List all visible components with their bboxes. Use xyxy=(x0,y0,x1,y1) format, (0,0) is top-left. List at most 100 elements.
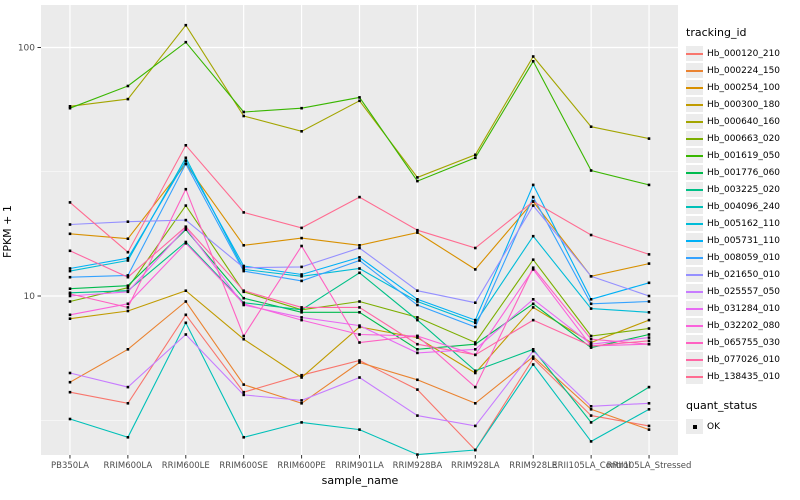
legend-key-swatch xyxy=(686,165,703,180)
data-point xyxy=(531,195,535,199)
data-point xyxy=(589,275,593,278)
data-point xyxy=(126,284,130,287)
data-point xyxy=(589,421,593,424)
data-point xyxy=(68,371,72,375)
data-point xyxy=(126,402,130,405)
data-point xyxy=(300,130,303,133)
data-point xyxy=(126,259,130,262)
data-point xyxy=(358,311,361,314)
data-point xyxy=(184,289,188,292)
data-point xyxy=(358,324,361,327)
data-point xyxy=(68,275,72,279)
data-point xyxy=(531,357,535,360)
data-point xyxy=(184,144,188,147)
data-point xyxy=(589,414,593,417)
legend-item-label: Hb_000120_210 xyxy=(707,48,781,59)
data-point xyxy=(358,359,361,362)
data-point xyxy=(358,300,361,303)
legend-item-label: Hb_065755_030 xyxy=(707,337,781,348)
quant-status-item-list: OK xyxy=(686,418,798,435)
legend-key-line xyxy=(686,52,703,55)
data-point xyxy=(416,414,419,417)
legend-item-Hb_000640_160: Hb_000640_160 xyxy=(686,113,798,130)
data-point xyxy=(358,99,361,103)
legend-key-swatch xyxy=(686,97,703,112)
legend-item-Hb_065755_030: Hb_065755_030 xyxy=(686,334,798,351)
legend-key-line xyxy=(686,324,703,327)
data-point xyxy=(416,316,419,319)
data-point xyxy=(300,311,303,314)
data-point xyxy=(531,55,535,58)
data-point xyxy=(68,106,72,110)
data-point xyxy=(242,114,245,118)
legend-item-label: Hb_001776_060 xyxy=(707,167,781,178)
data-point xyxy=(531,204,535,207)
legend-item-label: Hb_000300_180 xyxy=(707,99,781,110)
legend-item-Hb_000224_150: Hb_000224_150 xyxy=(686,62,798,79)
legend-item-Hb_008059_010: Hb_008059_010 xyxy=(686,249,798,266)
data-point xyxy=(589,346,593,349)
data-point xyxy=(474,341,477,344)
legend-item-Hb_000300_180: Hb_000300_180 xyxy=(686,96,798,113)
data-point xyxy=(68,223,72,226)
legend-key-line xyxy=(686,103,703,106)
legend-key-line xyxy=(686,154,703,157)
data-point xyxy=(531,306,535,309)
data-point xyxy=(300,273,303,276)
legend-item-label: Hb_025557_050 xyxy=(707,286,781,297)
data-point xyxy=(126,274,130,277)
data-point xyxy=(126,286,130,289)
legend-item-label: Hb_031284_010 xyxy=(707,303,781,314)
data-point xyxy=(589,342,593,346)
data-point xyxy=(647,294,651,298)
data-point xyxy=(589,233,593,237)
data-point xyxy=(242,337,245,341)
data-point xyxy=(300,318,303,322)
legend-item-Hb_005162_110: Hb_005162_110 xyxy=(686,215,798,232)
legend-key-swatch xyxy=(686,284,703,299)
data-point xyxy=(647,424,651,428)
legend-key-swatch xyxy=(686,335,703,350)
legend-key-line xyxy=(686,273,703,276)
legend-key-line xyxy=(686,171,703,174)
data-point xyxy=(647,333,651,336)
data-point xyxy=(416,298,419,301)
legend-key-swatch xyxy=(686,267,703,282)
legend-item-label: Hb_000224_150 xyxy=(707,65,781,76)
legend-key-swatch xyxy=(686,250,703,265)
data-point xyxy=(647,281,651,285)
quant-status-item-OK: OK xyxy=(686,418,798,435)
data-point xyxy=(647,327,651,330)
legend-item-Hb_003225_020: Hb_003225_020 xyxy=(686,181,798,198)
data-point xyxy=(358,428,361,431)
quant-status-label: OK xyxy=(707,421,720,432)
data-point xyxy=(416,336,419,339)
legend-item-Hb_031284_010: Hb_031284_010 xyxy=(686,300,798,317)
data-point xyxy=(474,156,477,160)
data-point xyxy=(531,349,535,353)
data-point xyxy=(474,153,477,157)
legend-item-Hb_032202_080: Hb_032202_080 xyxy=(686,317,798,334)
legend-item-label: Hb_000254_100 xyxy=(707,82,781,93)
x-tick-label-RRII105LA_Control: RRII105LA_Control xyxy=(552,461,631,471)
data-point xyxy=(68,249,72,253)
data-point xyxy=(300,308,303,312)
square-point-icon xyxy=(692,424,697,429)
data-point xyxy=(126,348,130,351)
data-point xyxy=(358,361,361,364)
legend-item-Hb_025557_050: Hb_025557_050 xyxy=(686,283,798,300)
data-point xyxy=(358,244,361,247)
legend-key-swatch xyxy=(686,216,703,231)
data-point xyxy=(416,378,419,382)
data-point xyxy=(474,402,477,405)
data-point xyxy=(126,302,130,306)
data-point xyxy=(589,337,593,341)
data-point xyxy=(242,436,245,439)
data-point xyxy=(242,269,245,273)
legend-item-label: Hb_000663_020 xyxy=(707,133,781,144)
data-point xyxy=(126,436,130,439)
legend-item-Hb_000663_020: Hb_000663_020 xyxy=(686,130,798,147)
legend-item-label: Hb_005162_110 xyxy=(707,218,781,229)
data-point xyxy=(589,307,593,310)
legend-title-tracking-id: tracking_id xyxy=(686,26,747,39)
